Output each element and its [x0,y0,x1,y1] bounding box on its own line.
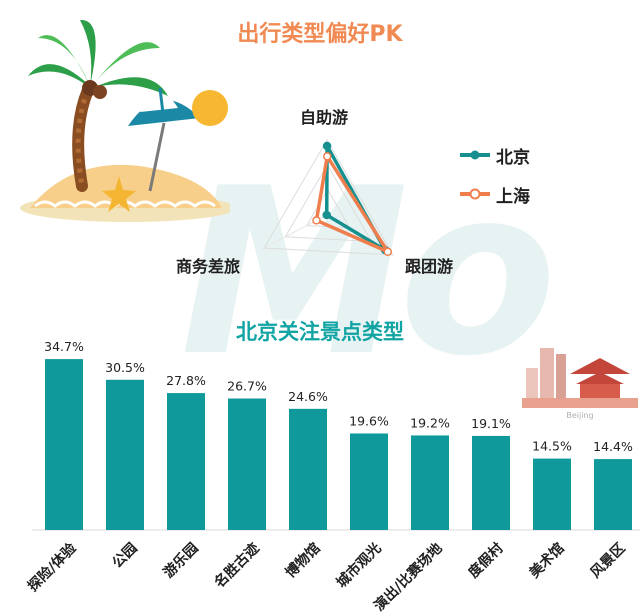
radar-chart-title: 出行类型偏好PK [237,22,403,47]
bar-category-label: 探险/体验 [24,539,80,595]
bar-value-label: 19.2% [410,415,450,430]
bar-category-label: 公园 [109,540,140,571]
radar-axis-label-business-travel: 商务差旅 [176,257,241,276]
bar-category-label: 美术馆 [526,540,568,582]
radar-series-shanghai [314,154,390,254]
bar [594,459,632,530]
radar-chart [263,139,394,256]
bar-value-label: 14.4% [593,439,633,454]
bar-value-label: 30.5% [105,360,145,375]
bar-value-label: 26.7% [227,379,267,394]
radar-axis-label-group-tour: 跟团游 [405,257,454,276]
legend-marker-beijing [460,150,490,160]
legend-marker-shanghai [460,188,490,200]
bar-category-label: 名胜古迹 [211,540,263,592]
radar-point-beijing [322,141,332,151]
radar-grid-ring [284,163,373,242]
bar [533,458,571,530]
bar [106,379,144,530]
radar-grid-ring [263,139,394,256]
radar-point-shanghai [312,216,321,225]
radar-point-shanghai [383,247,393,256]
beijing-sign-text: Beijing [566,411,593,420]
radar-point-beijing [322,210,331,220]
bar [45,359,83,530]
bar [167,393,205,530]
radar-point-shanghai [322,152,332,161]
bar-category-label: 游乐园 [160,540,202,582]
watermark: Mo [180,140,557,407]
bar-value-label: 19.1% [471,416,511,431]
bar-chart-title: 北京关注景点类型 [236,320,404,344]
legend-item-beijing: 北京 [458,144,530,168]
beach-illustration [20,19,230,222]
bar [350,433,388,530]
bar [289,408,327,530]
legend-label-beijing: 北京 [496,147,530,168]
bar-value-label: 27.8% [166,373,206,388]
radar-axis-label-self-guided: 自助游 [300,108,349,127]
bar-value-label: 24.6% [288,389,328,404]
bar [228,398,266,530]
bar-value-label: 34.7% [44,339,84,354]
bar-value-label: 14.5% [532,439,572,454]
bar-category-label: 风景区 [588,540,629,581]
bar-value-label: 19.6% [349,413,389,428]
legend-item-shanghai: 上海 [458,183,530,207]
bar [472,435,510,530]
beijing-buildings-illustration: Beijing [522,348,638,420]
radar-series-beijing [324,144,387,252]
legend-label-shanghai: 上海 [496,186,530,207]
bar-category-label: 博物馆 [282,540,324,582]
bar [411,435,449,530]
bar-category-label: 城市观光 [333,540,385,592]
bar-category-label: 度假村 [465,540,507,582]
